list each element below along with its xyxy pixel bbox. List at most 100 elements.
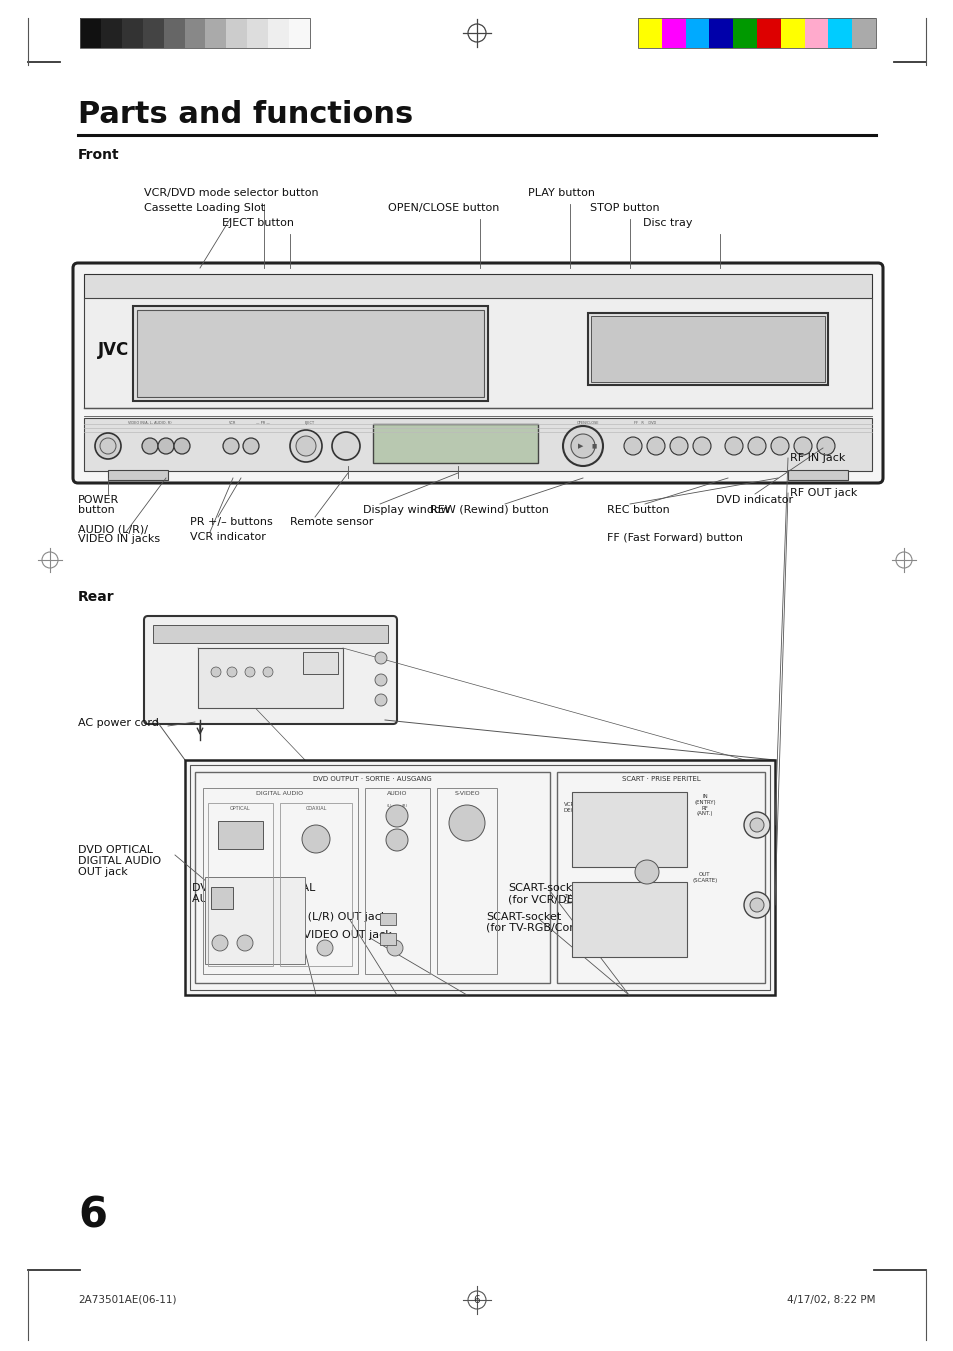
Bar — [436, 788, 497, 974]
Circle shape — [747, 436, 765, 455]
Bar — [205, 18, 226, 49]
Bar — [185, 761, 774, 994]
Circle shape — [211, 667, 221, 677]
Text: SCART-socket: SCART-socket — [485, 912, 560, 921]
Bar — [638, 18, 875, 49]
Circle shape — [375, 674, 387, 686]
Circle shape — [212, 935, 228, 951]
FancyBboxPatch shape — [73, 263, 882, 484]
Text: 6: 6 — [78, 1196, 107, 1238]
Bar — [208, 802, 273, 966]
Text: OUT
(SCARTE): OUT (SCARTE) — [692, 871, 717, 882]
Text: VCR
DECODER: VCR DECODER — [563, 802, 590, 813]
Bar — [661, 18, 685, 49]
Text: button: button — [78, 505, 114, 515]
Text: 6: 6 — [474, 1296, 479, 1305]
Text: REC button: REC button — [606, 505, 669, 515]
Text: AUDIO: AUDIO — [386, 790, 407, 796]
Bar — [780, 18, 803, 49]
Bar — [685, 18, 709, 49]
Text: 2A73501AE(06-11): 2A73501AE(06-11) — [78, 1296, 176, 1305]
Circle shape — [223, 438, 239, 454]
Bar — [572, 792, 686, 867]
Text: AUDIO OUT jack: AUDIO OUT jack — [192, 894, 281, 904]
Circle shape — [95, 434, 121, 459]
Bar — [203, 788, 357, 974]
Text: VCR
DECODER: VCR DECODER — [241, 915, 268, 925]
Text: DVD AUDIO (L/R) OUT jacks: DVD AUDIO (L/R) OUT jacks — [240, 912, 393, 921]
Bar — [152, 626, 388, 643]
Bar — [122, 18, 143, 49]
Bar — [80, 18, 101, 49]
Text: OPEN/CLOSE button: OPEN/CLOSE button — [388, 203, 498, 213]
Text: Remote sensor: Remote sensor — [290, 517, 373, 527]
Text: RF IN jack: RF IN jack — [789, 453, 844, 463]
Bar — [587, 313, 827, 385]
Bar — [733, 18, 757, 49]
Bar — [211, 888, 233, 909]
Circle shape — [743, 892, 769, 917]
Circle shape — [743, 812, 769, 838]
Text: COAXIAL: COAXIAL — [305, 807, 326, 811]
Text: Parts and functions: Parts and functions — [78, 100, 413, 128]
Text: DIGITAL AUDIO: DIGITAL AUDIO — [256, 790, 303, 796]
Text: DVD OUTPUT · SORTIE · AUSGANG: DVD OUTPUT · SORTIE · AUSGANG — [313, 775, 431, 782]
Bar — [365, 788, 430, 974]
Bar — [247, 18, 268, 49]
Bar — [194, 771, 550, 984]
Text: Front: Front — [78, 149, 119, 162]
Text: ■: ■ — [591, 443, 596, 449]
Text: JVC: JVC — [98, 340, 129, 359]
Text: EJECT button: EJECT button — [222, 218, 294, 228]
Circle shape — [669, 436, 687, 455]
Bar — [638, 18, 661, 49]
Bar — [164, 18, 184, 49]
Circle shape — [295, 436, 315, 457]
Text: SCART · PRISE PERITEL: SCART · PRISE PERITEL — [621, 775, 700, 782]
Bar — [280, 802, 352, 966]
Circle shape — [646, 436, 664, 455]
Text: Display window: Display window — [363, 505, 450, 515]
Text: (for VCR/DECODER): (for VCR/DECODER) — [507, 894, 618, 904]
Circle shape — [290, 430, 322, 462]
Bar — [84, 417, 871, 471]
Circle shape — [375, 694, 387, 707]
Bar — [218, 821, 263, 848]
Circle shape — [263, 667, 273, 677]
FancyBboxPatch shape — [144, 616, 396, 724]
Bar — [184, 18, 205, 49]
Text: S-VIDEO: S-VIDEO — [454, 790, 479, 796]
Bar — [757, 18, 780, 49]
Circle shape — [724, 436, 742, 455]
Bar — [101, 18, 122, 49]
Text: AUDIO (L/R)/: AUDIO (L/R)/ — [78, 524, 148, 534]
Text: Disc tray: Disc tray — [642, 218, 692, 228]
Bar — [851, 18, 875, 49]
Text: FF   R    DVD: FF R DVD — [634, 422, 656, 426]
Text: DVD S-VIDEO OUT jack: DVD S-VIDEO OUT jack — [265, 929, 392, 940]
Text: EJECT: EJECT — [305, 422, 314, 426]
Text: DVD OPTICAL: DVD OPTICAL — [78, 844, 152, 855]
Bar — [787, 470, 847, 480]
Circle shape — [571, 434, 595, 458]
Bar — [572, 882, 686, 957]
Text: DVD COAXIAL DIGITAL: DVD COAXIAL DIGITAL — [192, 884, 315, 893]
Circle shape — [387, 940, 402, 957]
Text: STOP button: STOP button — [589, 203, 659, 213]
Text: VCR/DVD mode selector button: VCR/DVD mode selector button — [144, 188, 318, 199]
Text: ▶: ▶ — [578, 443, 583, 449]
Circle shape — [332, 432, 359, 459]
Text: VIDEO IN jacks: VIDEO IN jacks — [78, 534, 160, 544]
Text: Cassette Loading Slot: Cassette Loading Slot — [144, 203, 265, 213]
Text: — PR —: — PR — — [255, 422, 270, 426]
Circle shape — [562, 426, 602, 466]
Circle shape — [243, 438, 258, 454]
Bar — [84, 299, 871, 408]
Text: PR +/– buttons: PR +/– buttons — [190, 517, 273, 527]
Bar — [137, 309, 483, 397]
Text: VCR indicator: VCR indicator — [190, 532, 266, 542]
Text: RF OUT jack: RF OUT jack — [789, 488, 857, 499]
Bar — [198, 648, 343, 708]
Bar — [143, 18, 164, 49]
Text: TV-RGB
Composite: TV-RGB Composite — [563, 894, 593, 905]
